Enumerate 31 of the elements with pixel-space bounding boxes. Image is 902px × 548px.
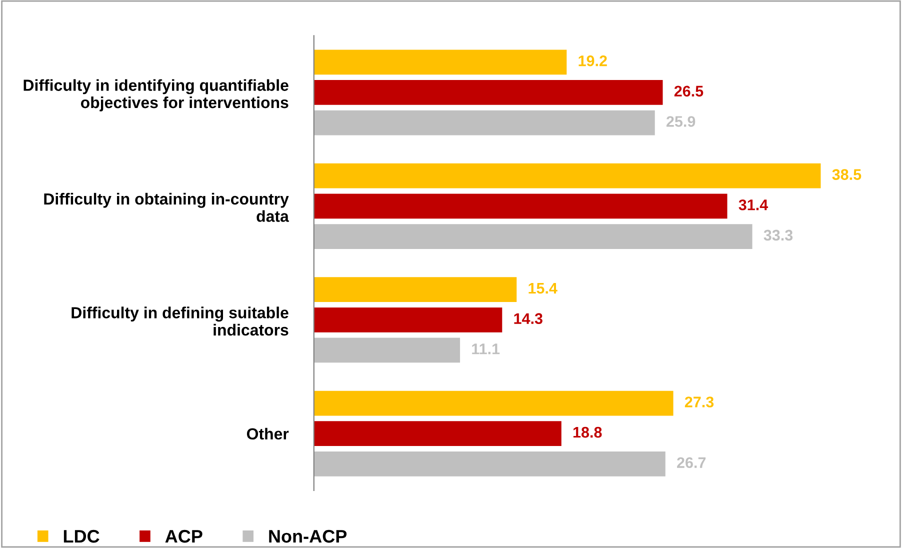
data-label: 26.5 (674, 86, 704, 97)
bar (314, 307, 502, 332)
data-label: 11.1 (472, 344, 500, 354)
bar (314, 80, 663, 105)
data-label: 26.7 (677, 457, 706, 468)
bar (314, 194, 728, 219)
data-label: 14.3 (514, 313, 542, 324)
bar (314, 277, 517, 302)
bar (314, 338, 460, 363)
data-label: 31.4 (738, 199, 768, 210)
bar (314, 224, 752, 249)
y-tick-label: Difficulty in defining suitable indicators (72, 306, 288, 336)
y-tick-label: Difficulty in identifying quantifiable objectives for interventions (24, 79, 288, 112)
data-label: 15.4 (528, 283, 558, 294)
data-label: 25.9 (666, 116, 696, 127)
bar (314, 390, 674, 416)
legend-label: Non-ACP (269, 530, 347, 543)
data-label: 33.3 (764, 230, 793, 241)
bar (314, 421, 562, 446)
data-label: 19.2 (578, 55, 607, 66)
y-tick-label: Difficulty in obtaining in-country data (44, 192, 289, 222)
legend-label: ACP (165, 530, 202, 543)
bar (314, 163, 821, 188)
bar (314, 110, 655, 136)
bar (314, 50, 567, 75)
legend-label: LDC (64, 530, 100, 543)
data-label: 27.3 (684, 396, 714, 408)
y-tick-label: Other (246, 428, 289, 440)
data-label: 18.8 (573, 426, 602, 438)
bar (314, 451, 666, 476)
data-label: 38.5 (832, 169, 862, 180)
